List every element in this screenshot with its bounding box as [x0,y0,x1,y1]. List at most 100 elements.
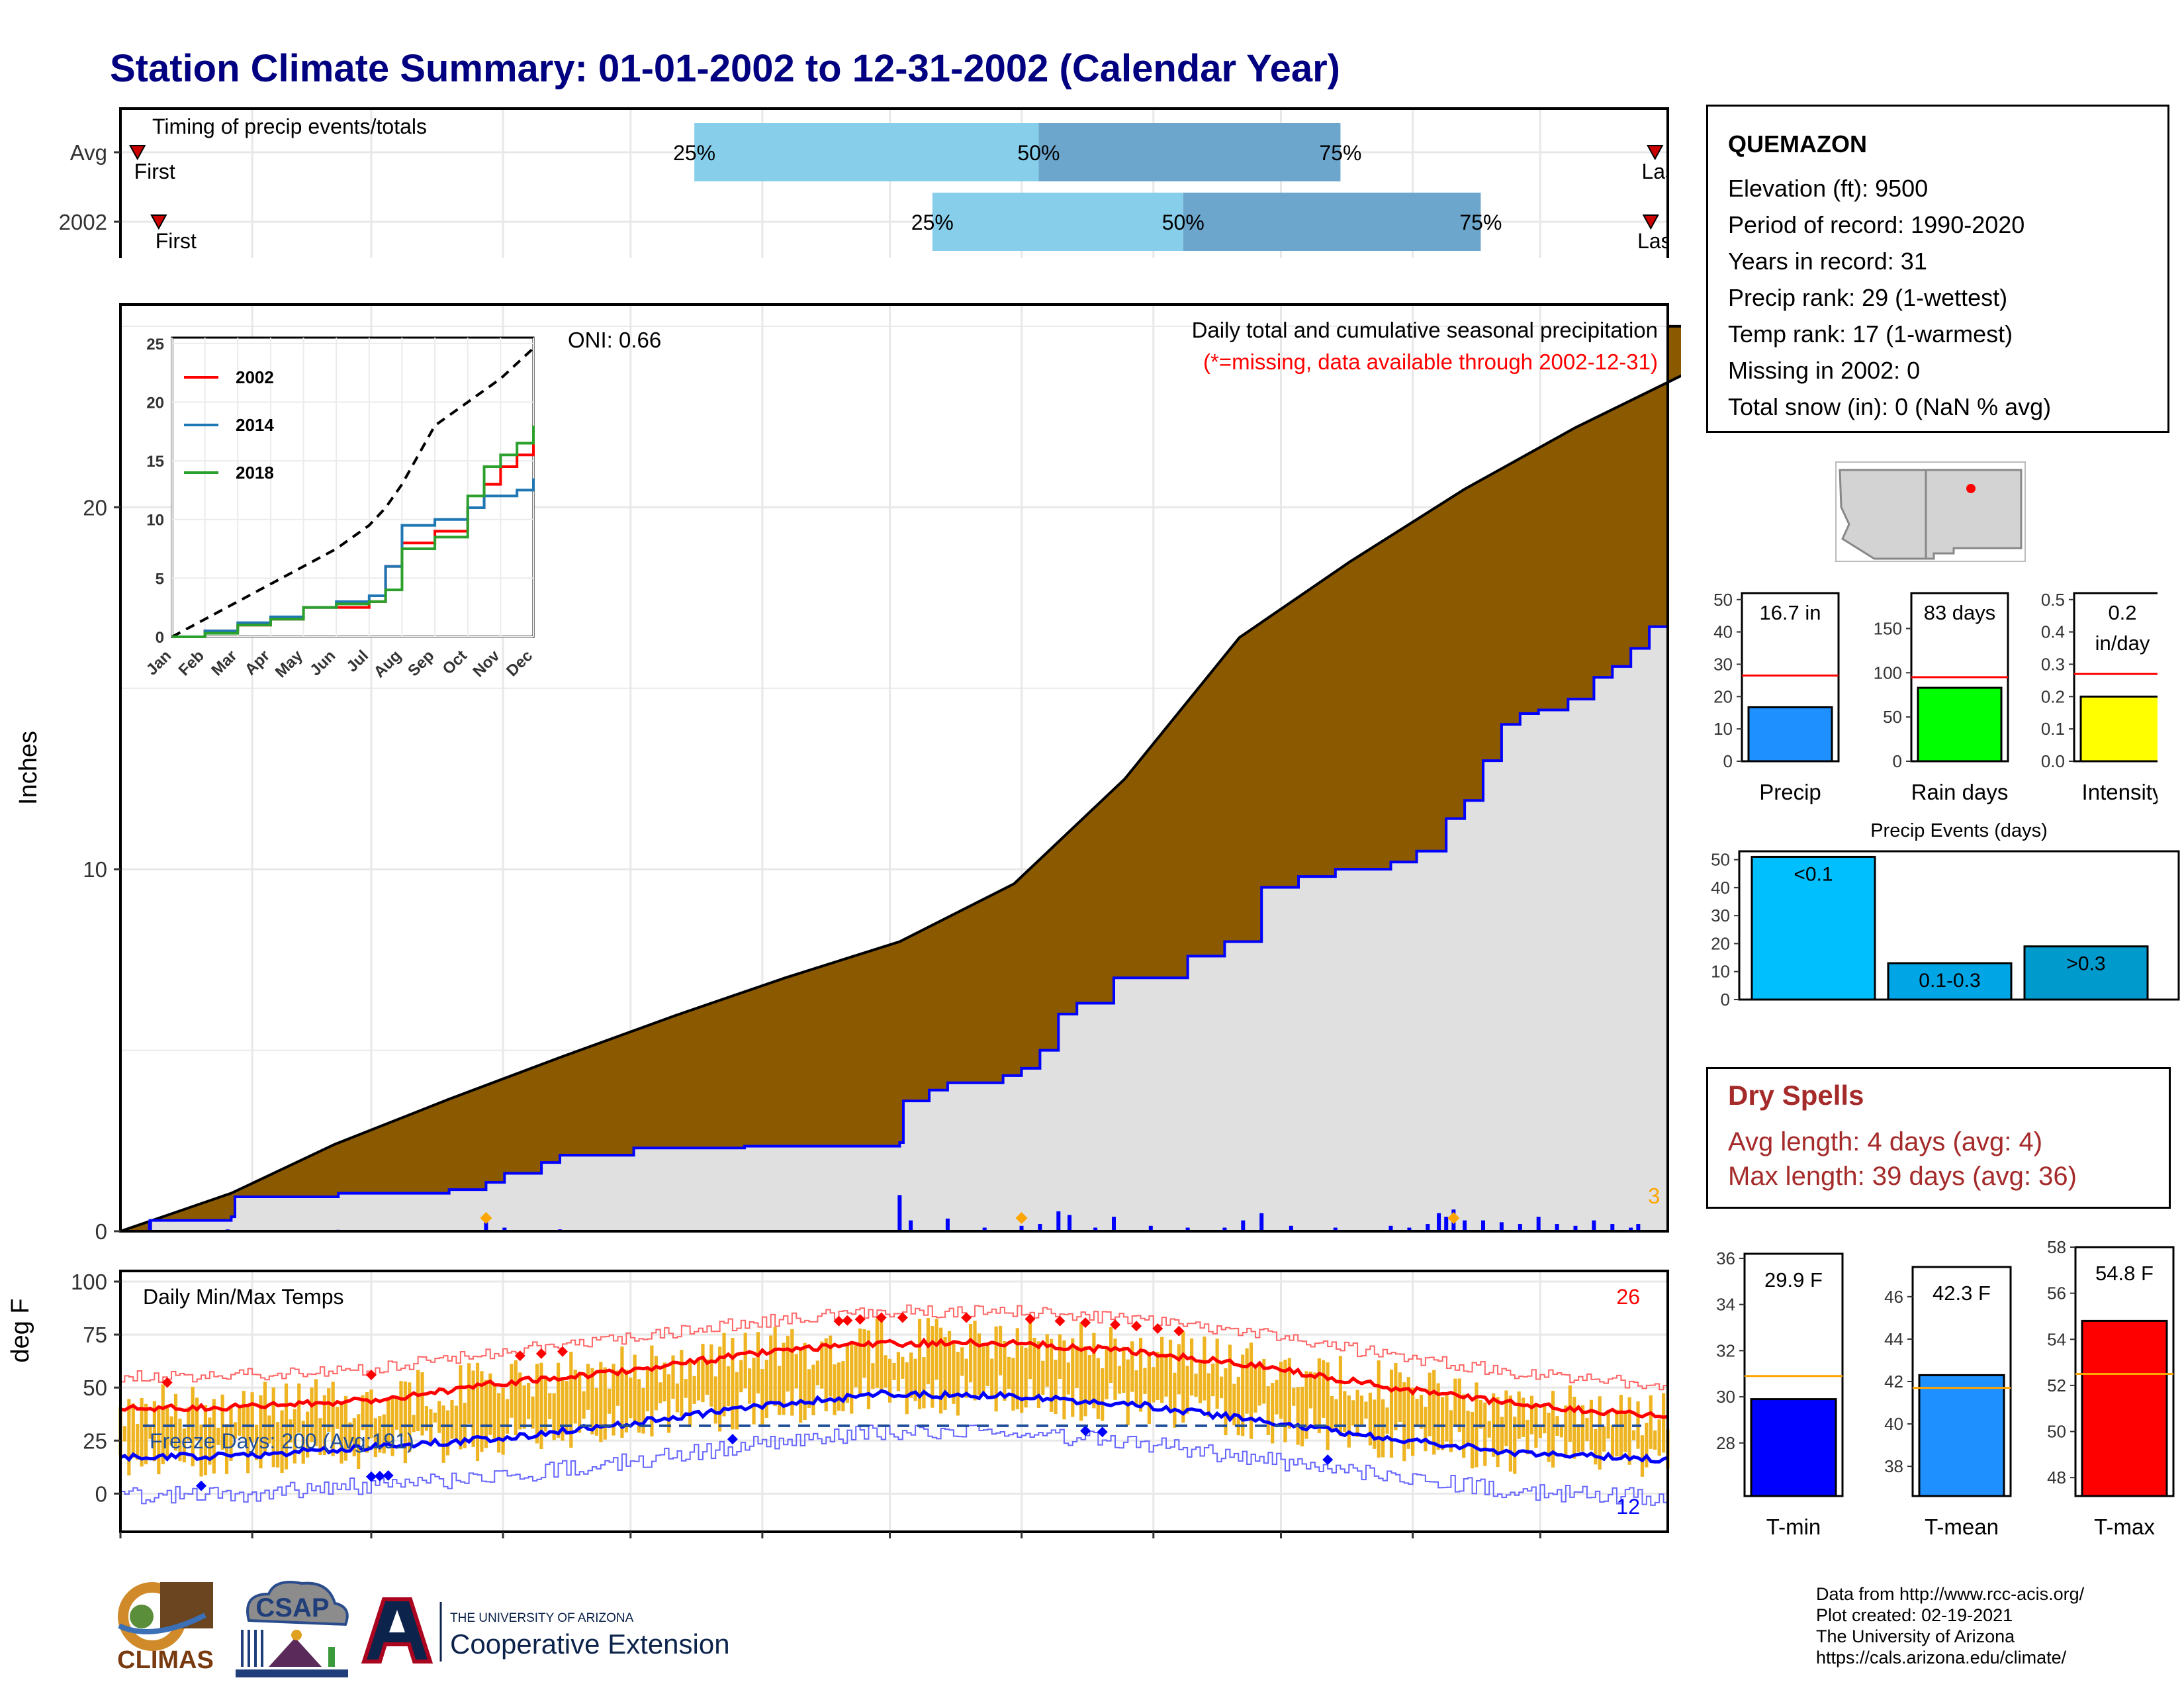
daily-precip-bar [1259,1213,1264,1231]
daily-temp-bar [1627,1397,1631,1465]
daily-temp-bar [1610,1425,1615,1460]
daily-precip-bar [1241,1220,1246,1231]
dry-avg-length: Avg length: 4 days (avg: 4) [1728,1127,2043,1156]
daily-precip-bar [1068,1215,1072,1231]
events-bar-Light [1751,855,1876,1001]
record-high-diamond [854,1314,866,1325]
mini-name-label: Rain days [1911,780,2009,804]
daily-temp-bar [424,1406,429,1431]
daily-temp-bar [615,1370,620,1406]
daily-temp-bar [1440,1397,1445,1450]
inset-legend-label: 2014 [236,415,274,435]
mini-value-label: 16.7 in [1759,601,1821,624]
temp-ytick-label: 56 [2047,1284,2066,1303]
daily-temp-bar [459,1365,463,1450]
daily-temp-bar [335,1407,340,1429]
daily-temp-bar [666,1374,671,1433]
daily-temp-bar [1661,1393,1666,1453]
daily-temp-bar [624,1370,628,1432]
daily-temp-bar [960,1347,964,1376]
daily-temp-bar [131,1403,135,1458]
daily-temp-bar [947,1331,952,1397]
daily-temp-bar [1347,1395,1351,1448]
first-event-label: First [134,160,175,183]
daily-temp-bar [182,1428,186,1463]
daily-temp-bar [144,1403,148,1465]
daily-temp-bar [645,1366,650,1411]
daily-temp-bar [854,1344,858,1387]
mini-ytick-label: 0 [1893,751,1902,771]
daily-temp-bar [403,1381,407,1464]
daily-temp-bar [675,1383,680,1413]
station-info-box: QUEMAZON Elevation (ft): 9500 Period of … [1706,105,2169,433]
daily-temp-bar [620,1346,624,1438]
mini-value-label2: in/day [2095,632,2150,655]
daily-temp-bar [1109,1327,1113,1383]
daily-temp-bar [1215,1338,1219,1409]
daily-temp-bar [531,1396,535,1429]
daily-temp-bar [420,1372,424,1436]
daily-temp-bar [187,1407,191,1441]
new-mexico-shape [1925,469,2023,560]
daily-precip-bar [1019,1225,1024,1231]
temp-ytick-label: 58 [2047,1238,2066,1257]
daily-temp-bar [1041,1360,1045,1395]
daily-temp-bar [1547,1413,1551,1462]
daily-temp-bar [1113,1338,1117,1400]
daily-temp-bar [1381,1399,1385,1458]
daily-precip-bar [1444,1217,1449,1231]
daily-temp-bar [1322,1360,1326,1418]
timing-p25-label: 25% [673,141,715,165]
daily-temp-bar [412,1415,416,1432]
daily-temp-bar [1453,1378,1457,1426]
last-event-marker [1647,145,1664,161]
daily-temp-bar [276,1422,280,1468]
daily-precip-bar [1463,1220,1467,1231]
daily-temp-bar [1402,1382,1406,1462]
daily-temp-bar [522,1385,526,1429]
daily-temp-bar [926,1318,930,1385]
arizona-shape [1839,469,1927,560]
daily-temp-bar [416,1370,420,1432]
daily-temp-bar [543,1378,547,1432]
inset-xtick-label: Nov [469,647,504,681]
daily-precip-bar [1056,1211,1061,1231]
temp-ytick-label: 42 [1884,1372,1903,1391]
daily-temp-bar [1015,1328,1019,1409]
daily-temp-bar [612,1364,615,1436]
daily-precip-bar [1636,1224,1641,1231]
temp-value-label: 42.3 F [1933,1282,1991,1305]
daily-temp-bar [773,1327,777,1407]
mini-ytick-label: 100 [1874,663,1902,682]
daily-temp-bar [1359,1395,1364,1426]
temp-name-label: T-min [1766,1515,1821,1539]
daily-temp-bar [505,1399,510,1434]
daily-temp-bar [969,1324,973,1383]
inset-xtick-label: Mar [208,647,240,679]
daily-temp-bar [713,1376,717,1424]
daily-temp-bar [297,1383,301,1433]
daily-temp-bar [1198,1362,1203,1403]
daily-temp-bar [1206,1373,1210,1417]
inset-series-line-2014 [172,478,535,638]
daily-temp-bar [169,1416,173,1446]
precip-panel: 0 10 20 Inches Daily total and cumulative … [15,303,1681,1244]
record-high-diamond [161,1377,173,1388]
month-label: Mar [353,1545,390,1549]
daily-temp-bar [884,1355,887,1388]
daily-temp-bar [1343,1391,1347,1432]
daily-temp-bar [1304,1371,1308,1439]
daily-temp-bar [267,1415,271,1444]
daily-temp-bar [548,1393,552,1419]
record-high-diamond [535,1348,547,1359]
daily-temp-bar [1394,1363,1398,1430]
temp-bar-T-min [1750,1398,1837,1497]
daily-temp-bar [748,1368,752,1404]
daily-temp-bar [688,1362,692,1427]
inset-xtick-label: Sep [404,647,437,680]
record-high-diamond [842,1315,853,1326]
temp-name-label: T-mean [1925,1515,1999,1539]
page-title: Station Climate Summary: 01-01-2002 to 1… [110,47,1340,90]
daily-temp-bar [216,1427,220,1445]
daily-temp-bar [1606,1409,1610,1439]
